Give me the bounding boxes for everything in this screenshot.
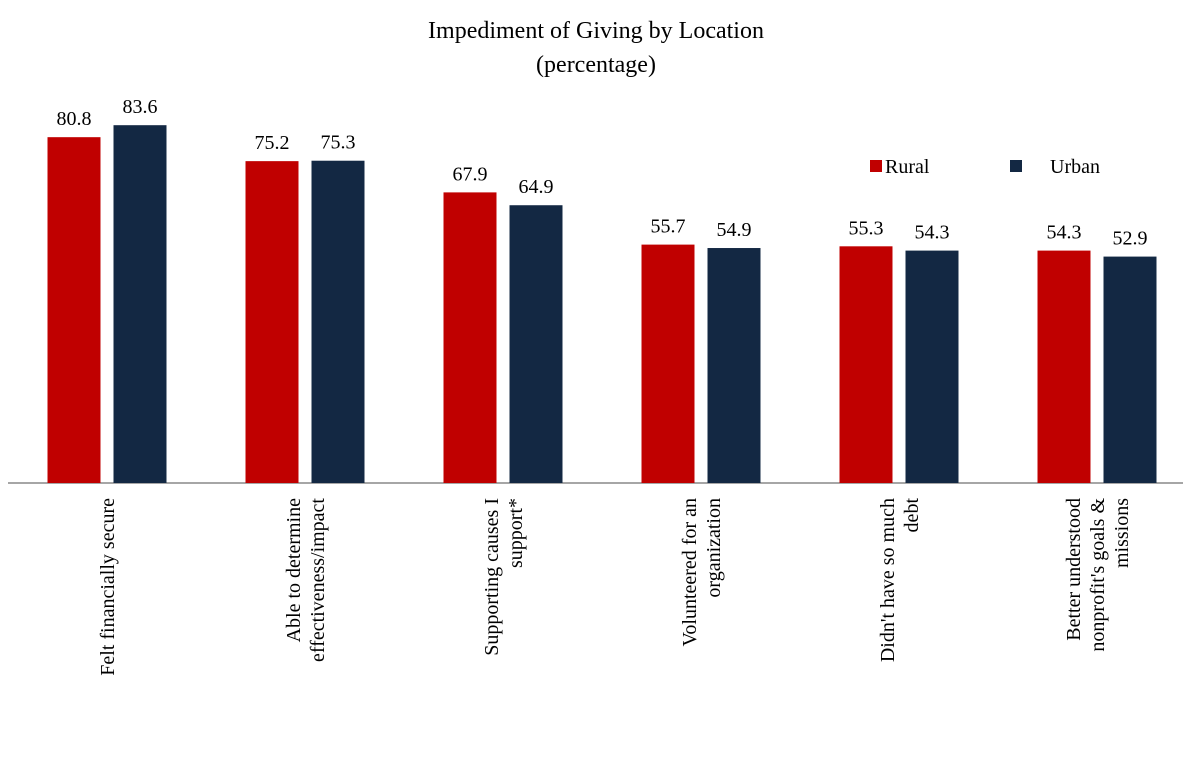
chart-title: Impediment of Giving by Location (428, 18, 764, 44)
value-label: 55.7 (651, 216, 686, 238)
x-tick-label: Better understood nonprofit's goals & miss… (1063, 498, 1133, 652)
bar (905, 250, 959, 483)
value-label: 80.8 (57, 108, 92, 130)
bar (509, 205, 563, 483)
value-label: 75.3 (321, 132, 356, 154)
value-label: 55.3 (849, 217, 884, 239)
value-label: 67.9 (453, 163, 488, 185)
x-tick-label: Didn't have so much debt (877, 498, 923, 663)
legend-swatch (870, 160, 882, 172)
legend-label: Urban (1050, 156, 1100, 178)
bar (443, 192, 497, 483)
legend-label: Rural (885, 156, 930, 178)
bar (839, 246, 893, 483)
x-tick-label: Volunteered for an organization (679, 498, 725, 646)
legend-swatch (1010, 160, 1022, 172)
value-label: 64.9 (519, 176, 554, 198)
bar (641, 244, 695, 483)
bar (1103, 256, 1157, 483)
bar (1037, 250, 1091, 483)
x-tick-label: Felt financially secure (97, 498, 119, 676)
value-label: 75.2 (255, 132, 290, 154)
bar (113, 125, 167, 483)
x-tick-label: Able to determine effectiveness/impact (283, 498, 329, 662)
bar (707, 248, 761, 483)
bar (245, 161, 299, 484)
value-label: 54.3 (1047, 222, 1082, 244)
bar (311, 160, 365, 483)
value-label: 52.9 (1113, 228, 1148, 250)
value-label: 83.6 (123, 96, 158, 118)
value-label: 54.3 (915, 222, 950, 244)
chart-subtitle: (percentage) (536, 52, 656, 78)
bar (47, 137, 101, 483)
value-label: 54.9 (717, 219, 752, 241)
